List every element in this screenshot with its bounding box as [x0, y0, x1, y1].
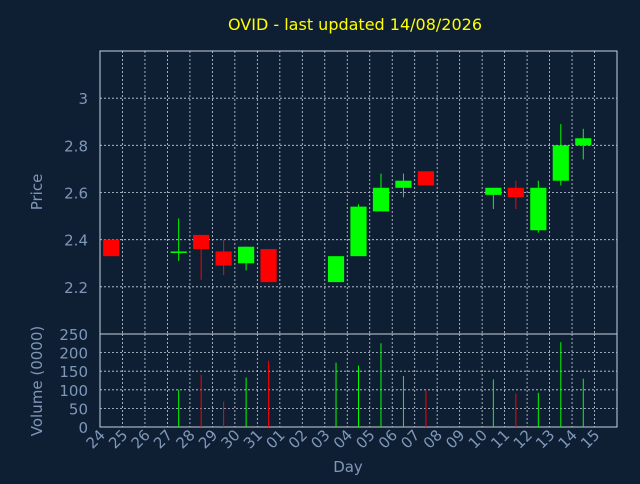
- candle-body: [260, 249, 277, 283]
- volume-bar: [223, 401, 225, 427]
- volume-bar: [560, 342, 562, 427]
- price-tick-label: 2.4: [64, 232, 88, 250]
- price-tick-label: 2.6: [64, 185, 88, 203]
- volume-tick-label: 0: [78, 419, 88, 437]
- candle-body: [417, 171, 435, 186]
- candle-body: [530, 187, 547, 231]
- price-tick-label: 3: [78, 90, 88, 108]
- volume-bar: [582, 378, 584, 427]
- volume-bar: [358, 365, 359, 427]
- price-axis-label: Price: [28, 174, 46, 211]
- volume-axis-label: Volume (0000): [28, 326, 46, 436]
- volume-tick-label: 250: [59, 326, 88, 344]
- candle-body: [395, 180, 412, 188]
- candle-body: [193, 234, 210, 250]
- volume-bar: [380, 343, 382, 427]
- candle-body: [372, 187, 390, 212]
- volume-panel: 0501001502002502425262728293031010203040…: [59, 326, 618, 452]
- volume-bar: [200, 374, 202, 427]
- volume-bar: [425, 390, 427, 427]
- candle-body: [552, 145, 569, 181]
- volume-bar: [402, 376, 404, 427]
- price-tick-label: 2.8: [64, 137, 88, 155]
- candle-body: [103, 239, 120, 257]
- volume-bar: [178, 389, 180, 427]
- volume-bar: [537, 392, 539, 427]
- volume-bar: [515, 393, 517, 427]
- candle-body: [215, 251, 232, 266]
- x-tick-label: 15: [577, 426, 603, 452]
- candle-body: [507, 187, 524, 198]
- volume-tick-label: 200: [59, 345, 88, 363]
- candle-body: [327, 256, 345, 283]
- candle-body: [350, 206, 367, 257]
- volume-bar: [335, 362, 337, 427]
- price-panel: 2.2 2.4 2.6 2.8 3: [64, 50, 618, 335]
- candle-body: [238, 246, 255, 264]
- chart-title: OVID - last updated 14/08/2026: [228, 15, 482, 34]
- volume-tick-label: 150: [59, 363, 88, 381]
- volume-bar: [245, 377, 247, 427]
- volume-bar: [268, 360, 270, 427]
- price-tick-label: 2.2: [64, 279, 88, 297]
- candle-body: [170, 251, 187, 253]
- volume-tick-label: 100: [59, 382, 88, 400]
- x-axis-label: Day: [333, 458, 363, 476]
- candle-body: [485, 187, 502, 195]
- volume-bar: [492, 379, 494, 427]
- volume-tick-label: 50: [69, 400, 88, 418]
- candle-body: [575, 138, 592, 146]
